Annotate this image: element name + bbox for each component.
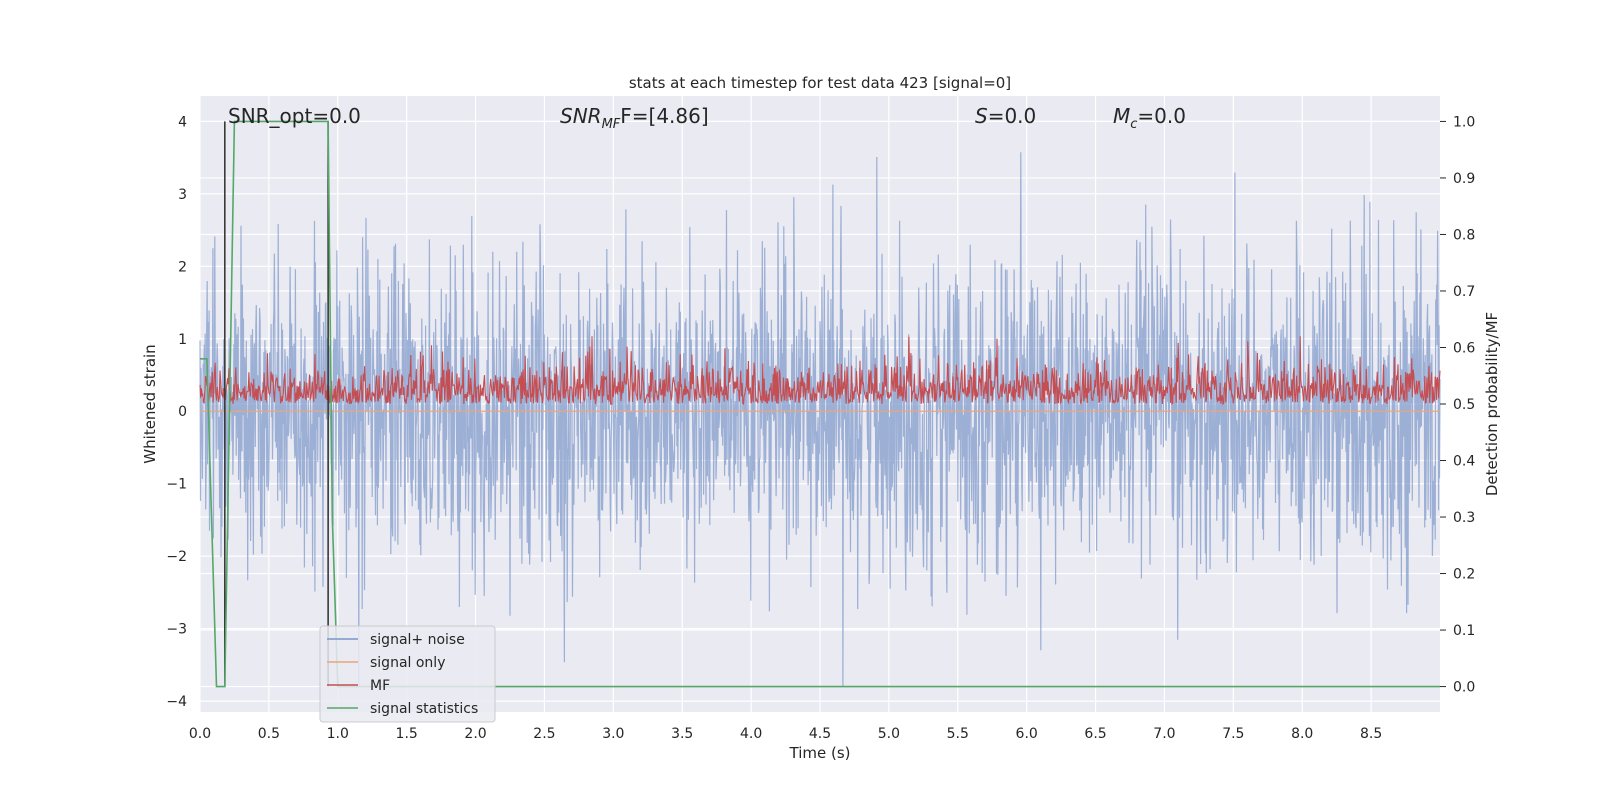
y-tick-label: −2 [166,549,187,565]
legend: signal+ noise signal only MF signal stat… [319,625,496,723]
legend-label-signal-only: signal only [370,655,445,671]
annotation-snr-mf-suffix: F=[4.86] [620,104,708,128]
y-tick-label: 4 [178,114,187,130]
chart-title: stats at each timestep for test data 423… [629,74,1011,92]
x-tick-label: 6.5 [1084,726,1106,742]
y-right-tick-label: 0.4 [1453,454,1475,470]
legend-label-signal-statistics: signal statistics [370,701,478,717]
x-tick-label: 3.0 [602,726,624,742]
y-tick-label: 3 [178,187,187,203]
y-right-tick-label: 0.2 [1453,567,1475,583]
annotation-mc-suffix: =0.0 [1137,104,1186,128]
y-tick-label: −1 [166,477,187,493]
annotation-s: S=0.0 [975,104,1036,128]
y-right-tick-label: 0.0 [1453,680,1475,696]
annotation-snr-mf-var: SNR [560,104,602,128]
y-right-tick-label: 0.9 [1453,171,1475,187]
y-right-tick-label: 0.6 [1453,340,1475,356]
x-tick-label: 0.0 [189,726,211,742]
annotation-snr-opt-prefix: SNR_opt= [228,104,329,128]
x-tick-label: 4.5 [809,726,831,742]
x-tick-label: 3.5 [671,726,693,742]
annotation-mc-var: M [1113,104,1130,128]
annotation-snr-opt-value: 0.0 [329,104,361,128]
y-tick-label: 1 [178,332,187,348]
series-mf-line [199,336,1441,406]
x-tick-label: 8.5 [1360,726,1382,742]
x-tick-label: 4.0 [740,726,762,742]
x-tick-label: 2.0 [464,726,486,742]
y-tick-label: −4 [166,694,187,710]
y-tick-label: 2 [178,259,187,275]
y-right-tick-label: 0.8 [1453,227,1475,243]
x-tick-label: 7.0 [1153,726,1175,742]
y-right-tick-label: 0.3 [1453,510,1475,526]
x-tick-label: 5.0 [878,726,900,742]
x-tick-label: 5.5 [947,726,969,742]
x-tick-label: 1.5 [396,726,418,742]
x-tick-label: 1.0 [327,726,349,742]
annotation-s-suffix: =0.0 [988,104,1037,128]
annotation-mc-sub: c [1130,117,1137,132]
x-tick-label: 6.0 [1016,726,1038,742]
annotation-s-var: S [975,104,988,128]
x-axis-label: Time (s) [789,744,851,762]
legend-label-signal-noise: signal+ noise [370,632,465,648]
x-tick-label: 0.5 [258,726,280,742]
x-tick-label: 7.5 [1222,726,1244,742]
y-axis-label: Whitened strain [141,344,159,463]
annotation-snr-mf: SNRMFF=[4.86] [560,104,709,132]
x-tick-label: 2.5 [533,726,555,742]
y-axis-label-right: Detection probability/MF [1483,312,1501,496]
y-right-tick-label: 0.5 [1453,397,1475,413]
annotation-snr-mf-sub: MF [602,117,621,132]
ticks-layer: 0.0 0.5 1.0 1.5 2.0 2.5 3.0 3.5 4.0 4.5 5.0 5.5 6.0 6… [166,114,1475,742]
annotation-snr-opt: SNR_opt=0.0 [228,104,361,128]
annotation-mc: Mc=0.0 [1113,104,1186,132]
x-tick-label: 8.0 [1291,726,1313,742]
legend-box [319,625,496,723]
y-tick-label: 0 [178,404,187,420]
y-tick-label: −3 [166,622,187,638]
y-right-tick-label: 1.0 [1453,114,1475,130]
legend-label-mf: MF [370,678,390,694]
y-right-tick-label: 0.7 [1453,284,1475,300]
y-right-tick-label: 0.1 [1453,623,1475,639]
